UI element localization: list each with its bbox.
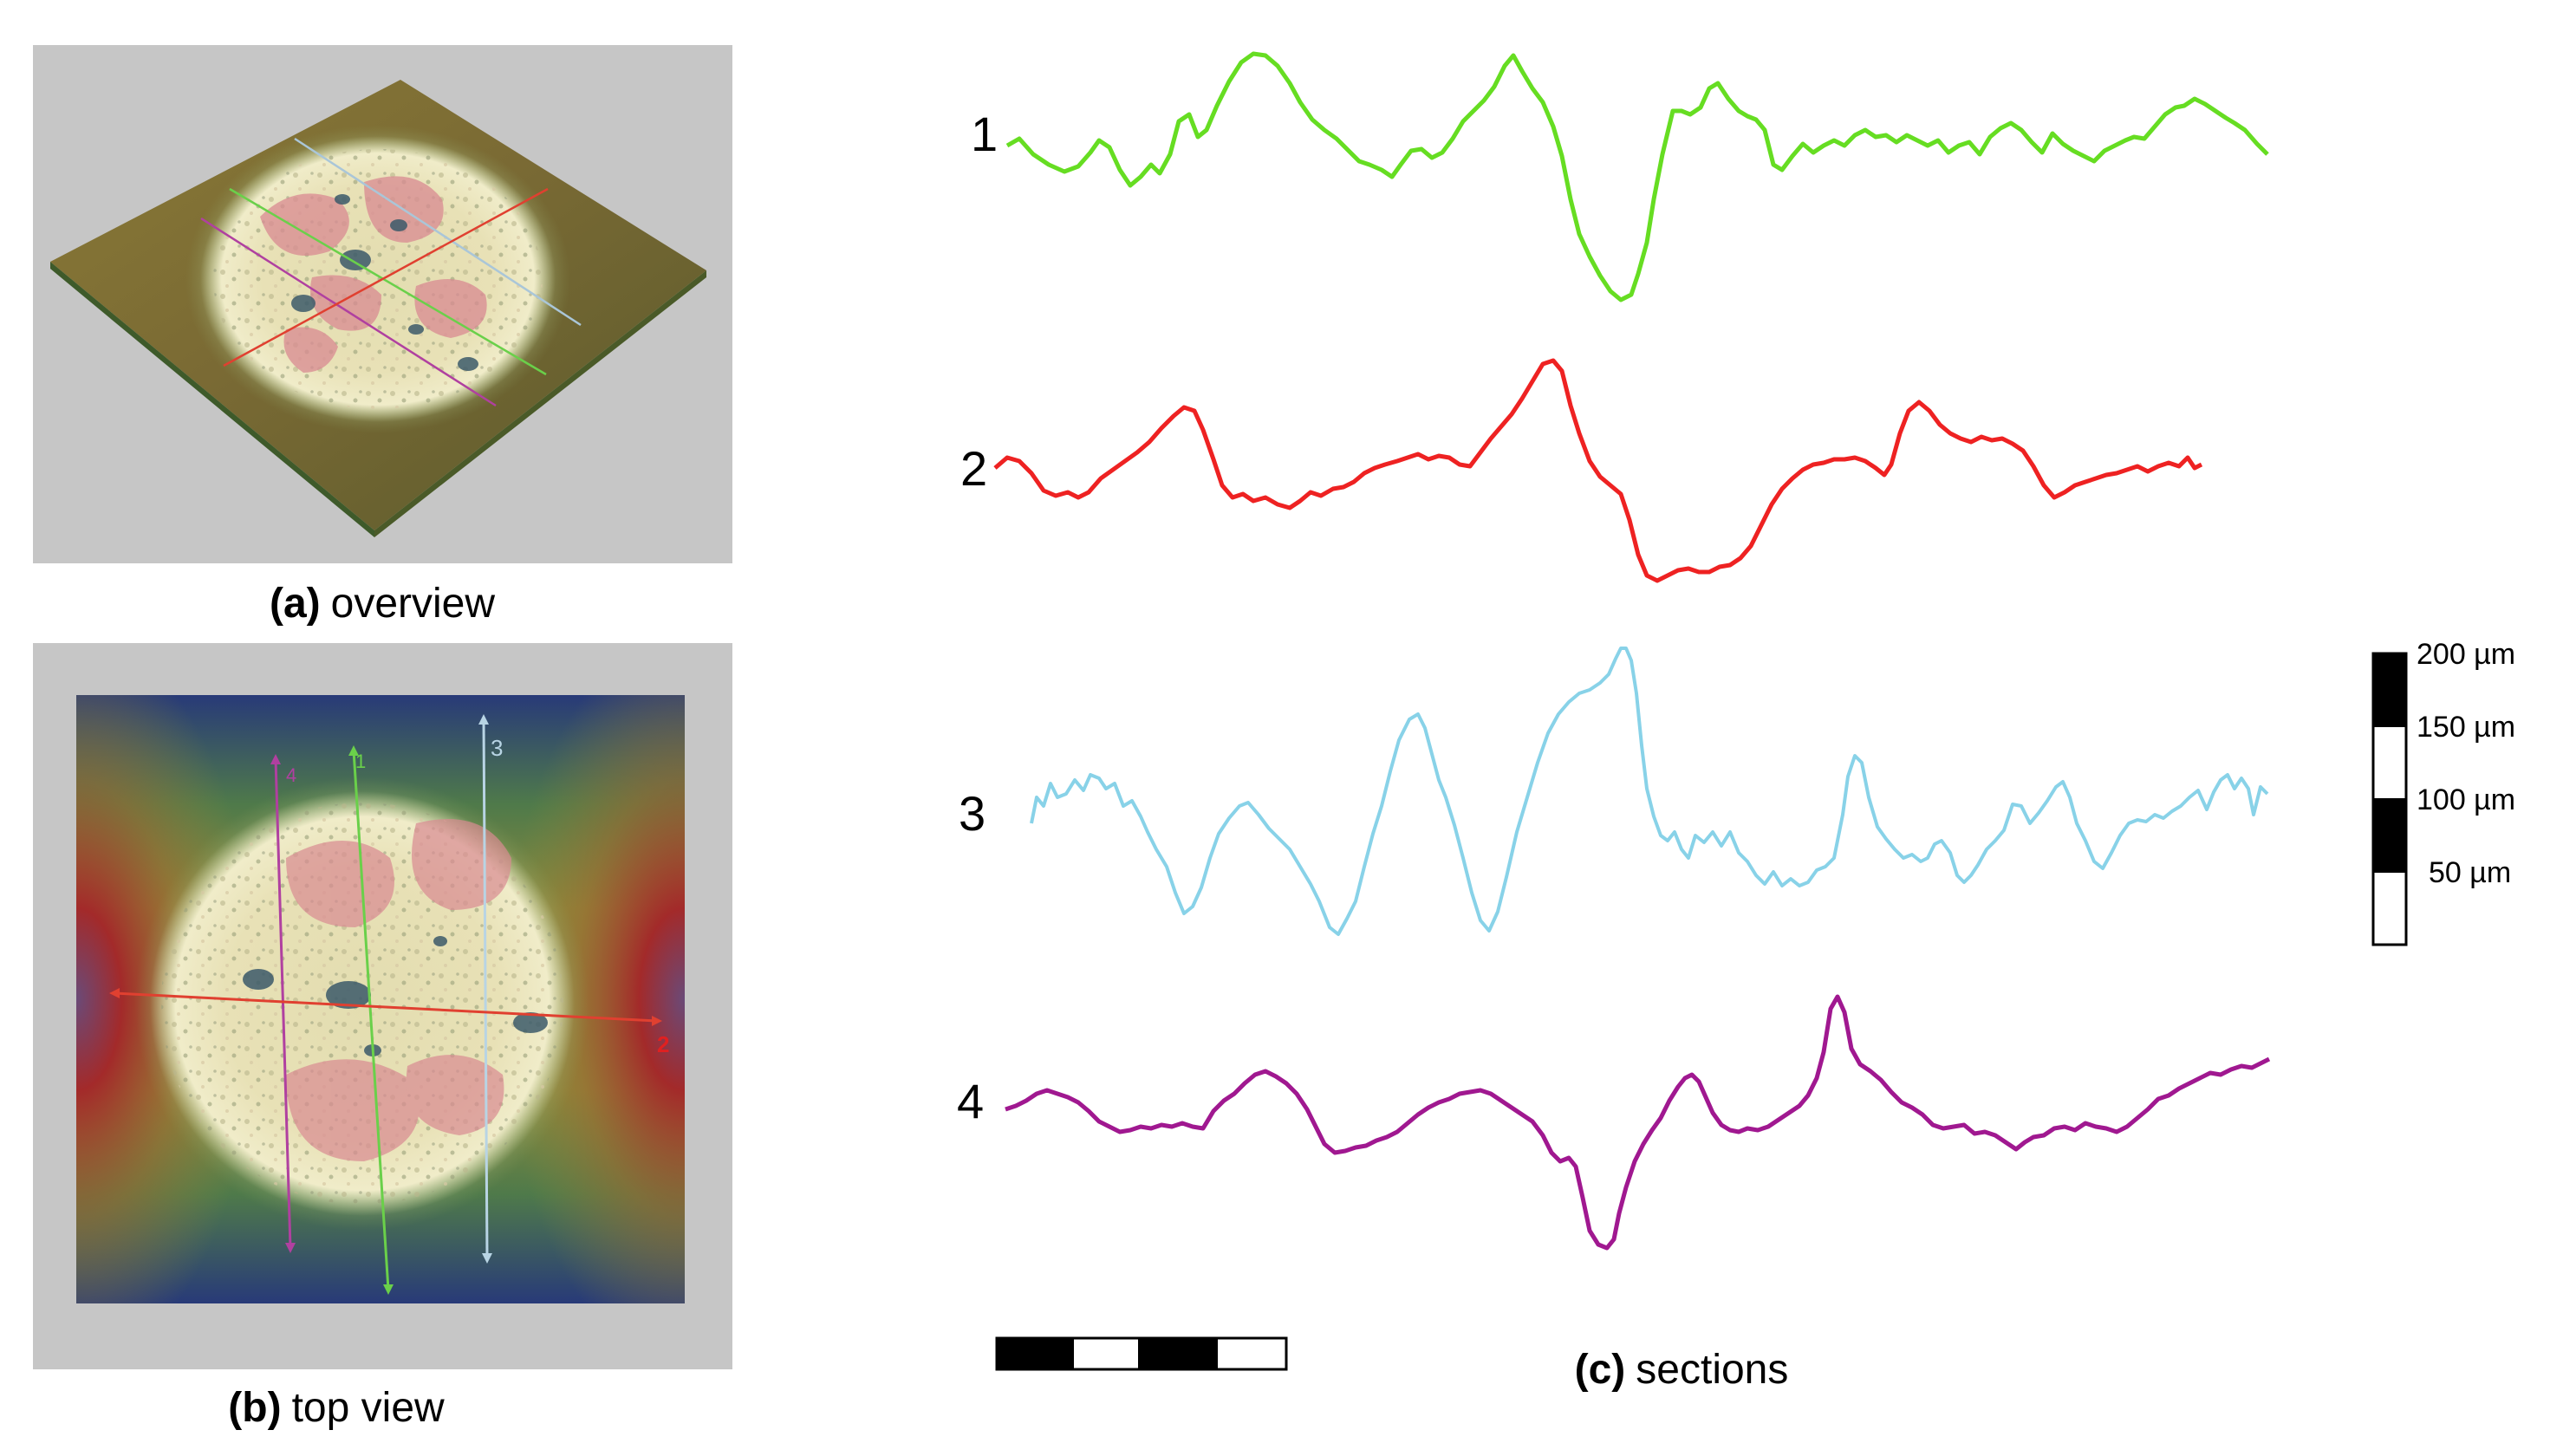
overview-caption-letter: (a)	[270, 581, 321, 627]
overview-plate-edge-left	[50, 262, 374, 537]
overview-caption-text: overview	[331, 581, 496, 627]
top-view-pink-patches	[286, 819, 511, 1161]
overview-section-lines	[200, 137, 582, 407]
sections-caption-text: sections	[1636, 1347, 1788, 1393]
scale-bar-segment	[1139, 1338, 1217, 1369]
vertical-scale-bar: 200 µm 150 µm 100 µm 50 µm	[2371, 638, 2515, 946]
section-row-1: 1	[971, 51, 2269, 302]
section-row-4: 4	[957, 994, 2271, 1251]
overview-dark-grains	[291, 194, 478, 371]
section-line-2	[114, 991, 658, 1023]
section-curve-1	[1005, 51, 2269, 302]
sections-caption: (c) sections	[1575, 1347, 1789, 1393]
overview-plate-edge-right	[374, 270, 706, 537]
section-label-4: 4	[957, 1074, 984, 1128]
section-label-2: 2	[960, 441, 987, 496]
top-view-panel: 4 1 3 2	[33, 643, 732, 1369]
top-view-marker-2: 2	[657, 1031, 669, 1057]
top-view-marker-3: 3	[491, 735, 503, 761]
section-curve-4	[1005, 994, 2271, 1251]
top-view-section-lines	[114, 718, 658, 1290]
scale-bar-segment	[997, 1338, 1073, 1369]
section-row-2: 2	[960, 358, 2203, 583]
section-label-3: 3	[959, 786, 986, 841]
overview-panel	[33, 45, 732, 563]
vertical-scale-label-150: 150 µm	[2417, 711, 2515, 744]
top-view-dark-grains	[243, 936, 548, 1056]
top-view-caption-text: top view	[292, 1385, 445, 1431]
scale-bar-segment	[1216, 1337, 1287, 1370]
scale-bar-segment	[1072, 1337, 1140, 1370]
top-view-line-ends	[109, 714, 662, 1295]
section-line-4	[274, 758, 292, 1249]
horizontal-scale-bar	[995, 1336, 1288, 1371]
vertical-scale-label-100: 100 µm	[2417, 783, 2515, 816]
section-line-1	[352, 750, 390, 1290]
vertical-scale-label-200: 200 µm	[2417, 638, 2515, 671]
sections-panel: 1 2 3 4 200 µm	[957, 51, 2515, 1371]
section-line-3	[482, 718, 489, 1259]
sections-caption-letter: (c)	[1575, 1347, 1626, 1393]
section-label-1: 1	[971, 107, 998, 161]
vertical-scale-segment	[2372, 871, 2407, 946]
top-view-marker-4: 4	[286, 764, 296, 786]
overview-caption: (a) overview	[270, 581, 495, 627]
section-curve-3	[1030, 647, 2269, 936]
vertical-scale-outline	[2371, 652, 2408, 946]
top-view-caption-letter: (b)	[228, 1385, 281, 1431]
top-view-caption: (b) top view	[228, 1385, 445, 1431]
scale-bar-outline	[995, 1336, 1288, 1371]
vertical-scale-segment	[2373, 799, 2406, 872]
section-row-3: 3	[959, 647, 2269, 936]
vertical-scale-segment	[2373, 653, 2406, 726]
vertical-scale-label-50: 50 µm	[2429, 856, 2511, 889]
section-curve-2	[993, 358, 2203, 583]
vertical-scale-segment	[2372, 725, 2407, 800]
top-view-marker-1: 1	[355, 751, 366, 772]
